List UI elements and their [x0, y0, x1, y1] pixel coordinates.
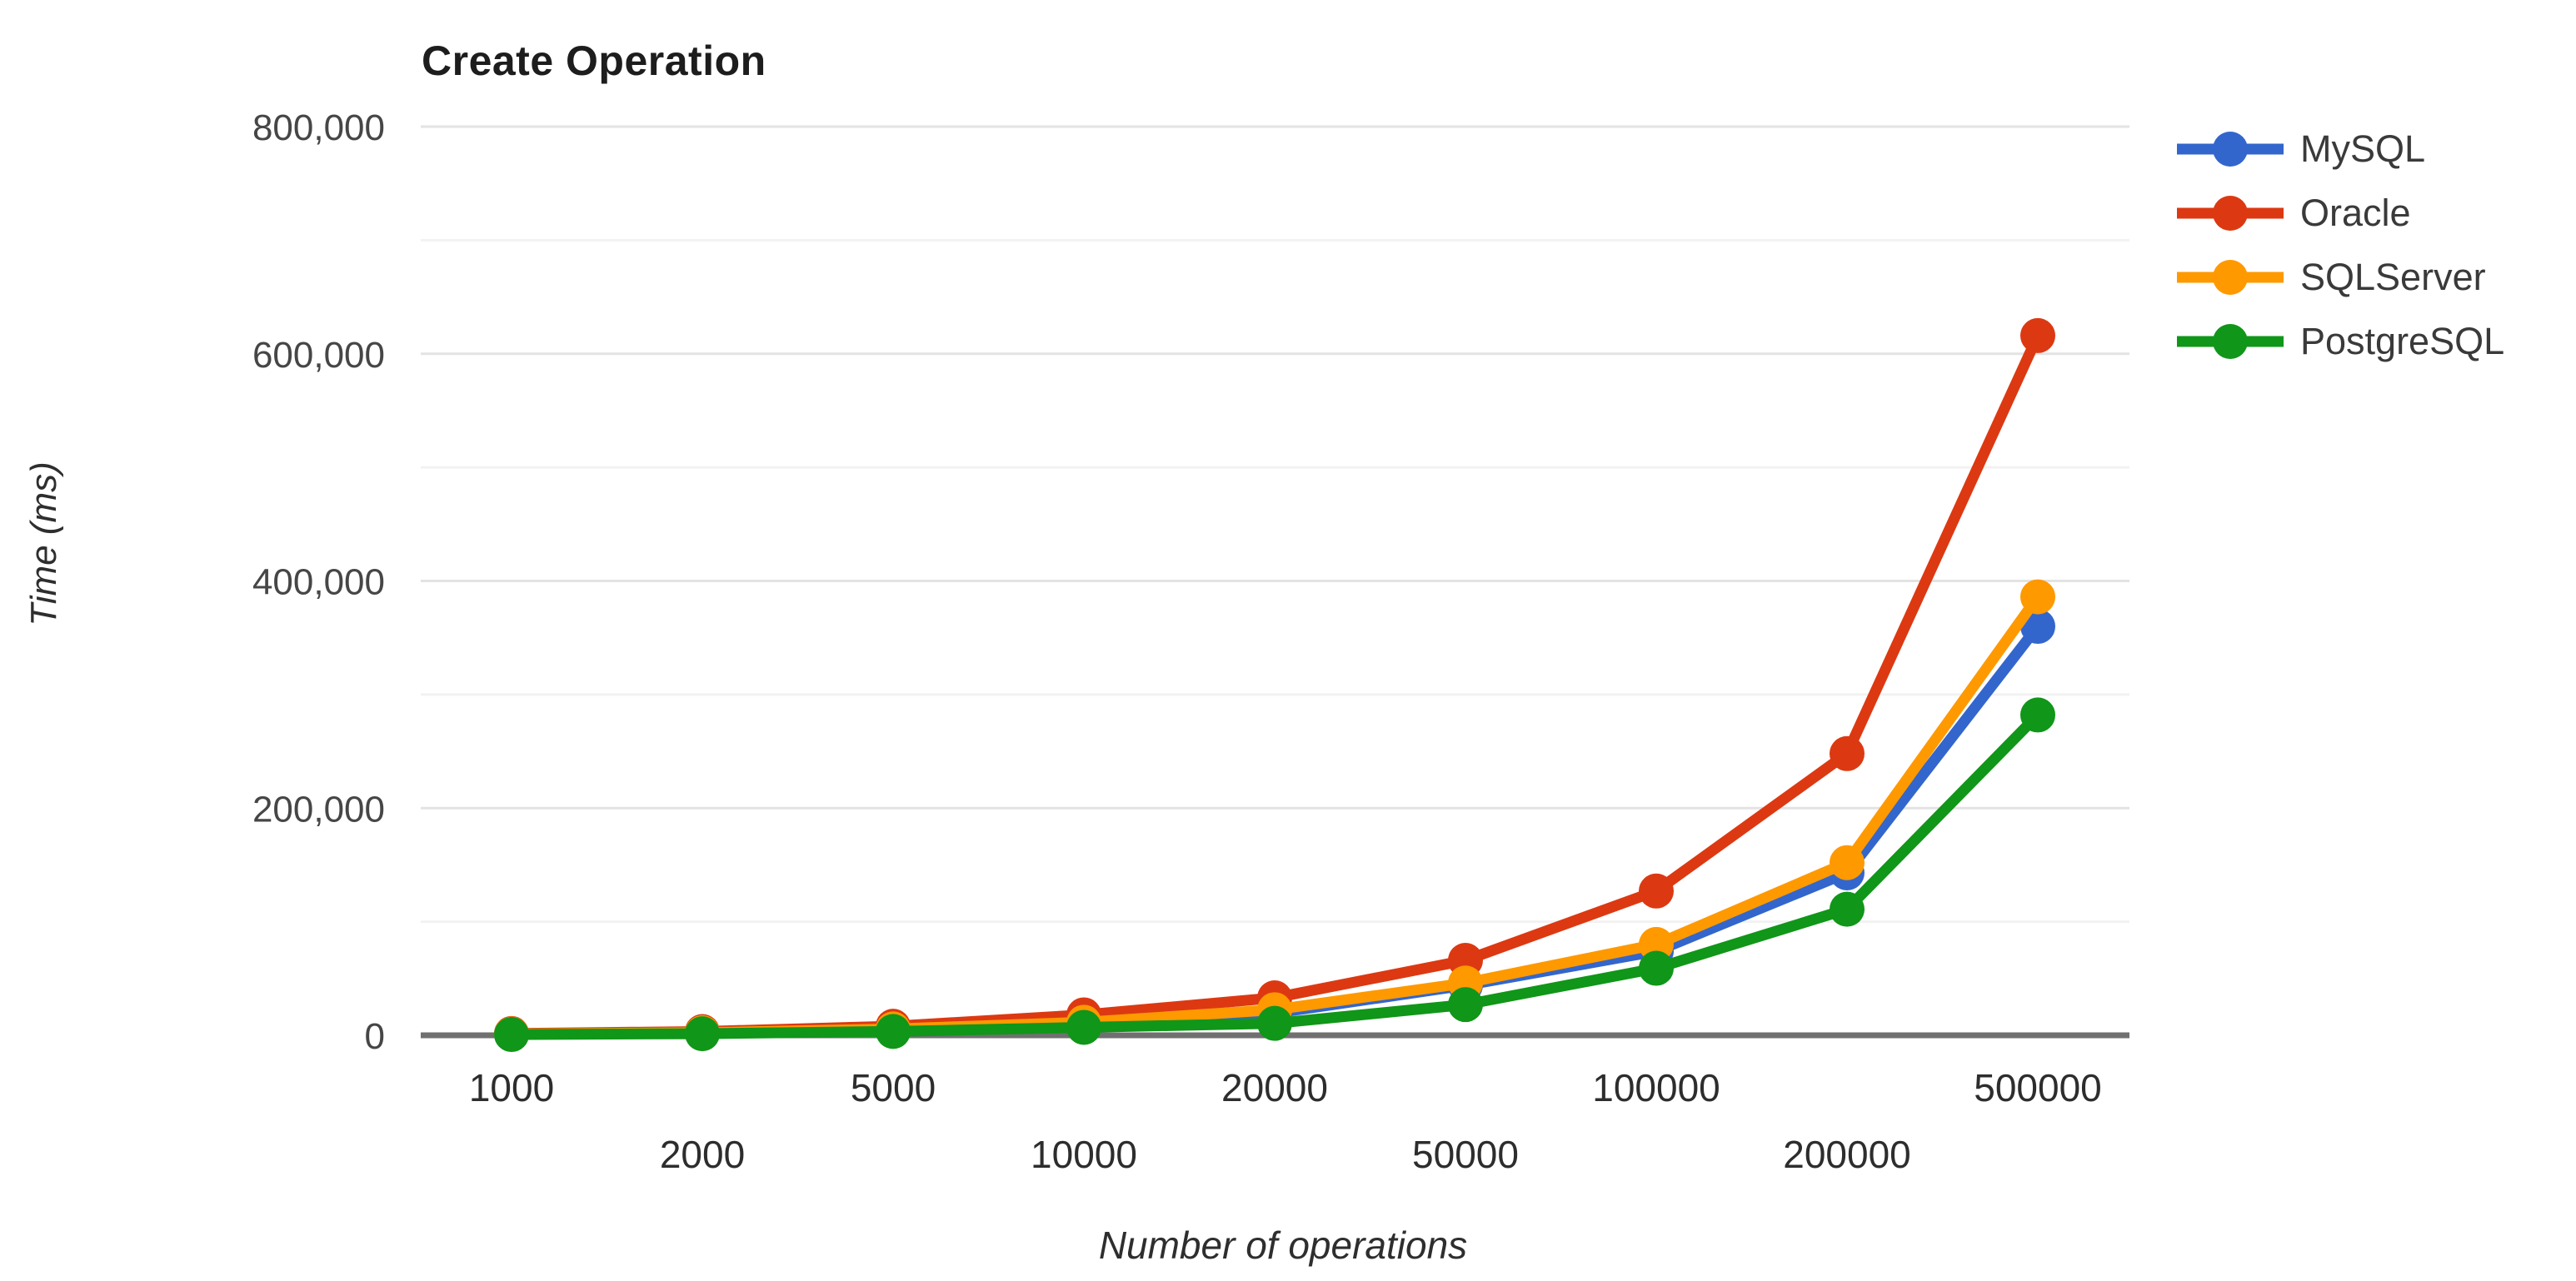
- y-tick-label: 600,000: [252, 335, 385, 376]
- legend-marker-icon-oracle: [2177, 195, 2284, 231]
- x-tick-label: 20000: [1221, 1066, 1328, 1109]
- legend-item-mysql: MySQL: [2177, 117, 2504, 181]
- data-point-oracle-200000: [1830, 735, 1865, 771]
- chart-title: Create Operation: [422, 37, 766, 84]
- data-point-postgresql-5000: [876, 1014, 911, 1049]
- data-point-postgresql-1000: [494, 1017, 529, 1053]
- data-point-oracle-500000: [2020, 317, 2055, 353]
- series-line-mysql: [506, 621, 2044, 1040]
- y-tick-label: 400,000: [252, 562, 385, 603]
- x-tick-label: 50000: [1412, 1133, 1519, 1176]
- y-tick-label: 800,000: [252, 107, 385, 148]
- data-point-postgresql-2000: [685, 1016, 720, 1052]
- legend-item-postgresql: PostgreSQL: [2177, 309, 2504, 373]
- data-point-postgresql-20000: [1257, 1005, 1292, 1041]
- legend-label-postgresql: PostgreSQL: [2300, 319, 2505, 362]
- legend-item-oracle: Oracle: [2177, 181, 2504, 245]
- x-tick-label: 100000: [1592, 1066, 1720, 1109]
- legend-marker-icon-sqlserver: [2177, 259, 2284, 295]
- series-line-oracle: [506, 330, 2044, 1039]
- legend: MySQL Oracle SQLServer PostgreSQL: [2177, 117, 2504, 373]
- data-point-postgresql-50000: [1448, 987, 1483, 1023]
- data-point-postgresql-200000: [1830, 891, 1865, 927]
- data-point-sqlserver-200000: [1830, 845, 1865, 880]
- x-tick-label: 2000: [660, 1133, 745, 1176]
- x-tick-label: 5000: [851, 1066, 936, 1109]
- x-axis-title: Number of operations: [1098, 1224, 1468, 1267]
- legend-label-oracle: Oracle: [2300, 191, 2411, 234]
- x-tick-label: 200000: [1783, 1133, 1911, 1176]
- x-tick-label: 10000: [1031, 1133, 1137, 1176]
- x-tick-label: 1000: [469, 1066, 554, 1109]
- y-tick-label: 200,000: [252, 789, 385, 830]
- data-point-postgresql-500000: [2020, 697, 2055, 733]
- x-tick-label: 500000: [1974, 1066, 2102, 1109]
- data-point-oracle-100000: [1639, 873, 1674, 909]
- data-point-postgresql-100000: [1639, 950, 1674, 986]
- series-line-sqlserver: [506, 591, 2044, 1039]
- legend-marker-icon-mysql: [2177, 131, 2284, 167]
- y-tick-label: 0: [365, 1016, 385, 1057]
- legend-marker-icon-postgresql: [2177, 323, 2284, 359]
- legend-item-sqlserver: SQLServer: [2177, 245, 2504, 309]
- data-point-sqlserver-500000: [2020, 579, 2055, 615]
- data-point-postgresql-10000: [1066, 1009, 1101, 1045]
- legend-label-mysql: MySQL: [2300, 127, 2426, 170]
- legend-label-sqlserver: SQLServer: [2300, 255, 2486, 298]
